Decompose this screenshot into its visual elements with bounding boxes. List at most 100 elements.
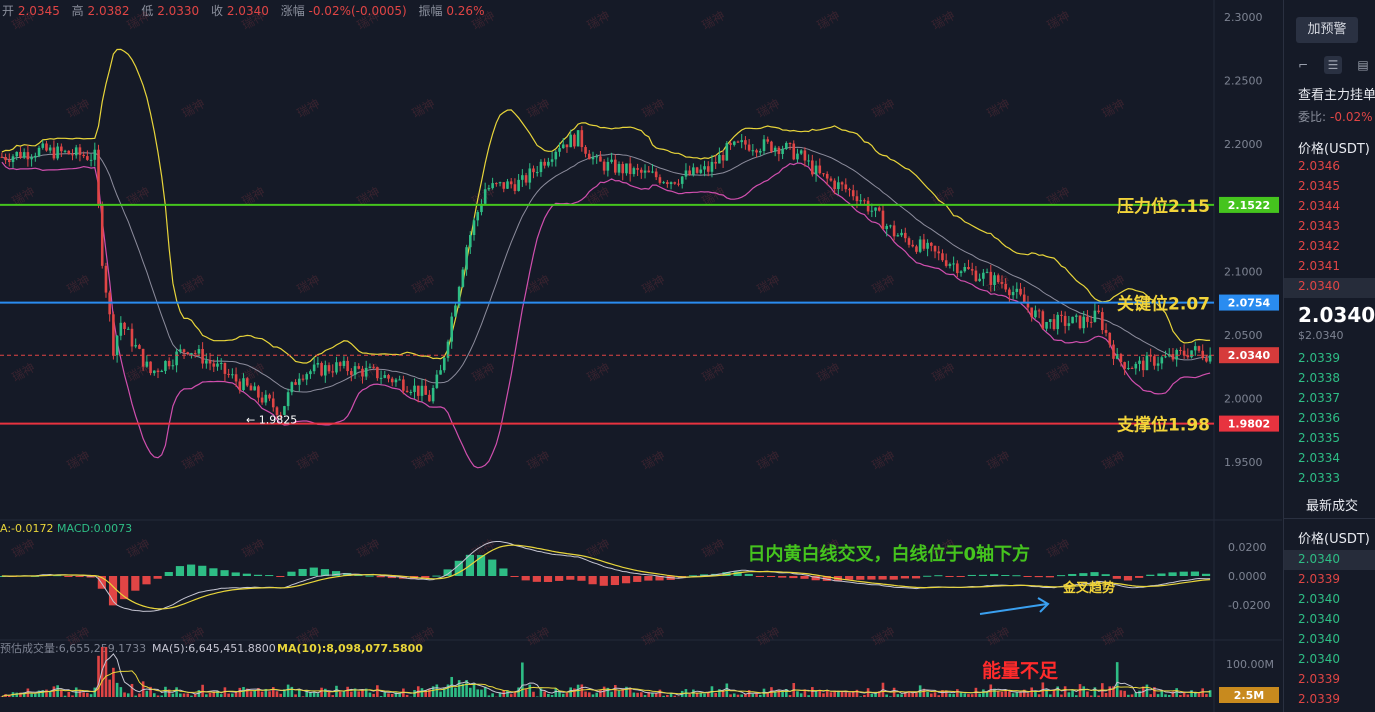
volume-bar — [521, 662, 524, 697]
macd-bar — [108, 576, 118, 606]
volume-bar — [513, 691, 517, 697]
watermark-text: 瑞神 — [985, 624, 1013, 648]
current-price-tag: 2.0340 — [1228, 349, 1271, 362]
candle-body — [37, 147, 41, 156]
ask-row[interactable]: 2.0341 — [1298, 259, 1340, 273]
watermark-text: 瑞神 — [180, 96, 208, 120]
volume-bar — [34, 693, 37, 697]
candle-body — [1182, 350, 1186, 356]
bid-row[interactable]: 2.0339 — [1298, 351, 1340, 365]
macd-bar — [1079, 573, 1088, 576]
candle-body — [978, 278, 981, 282]
add-alert-button[interactable]: 加预警 — [1296, 17, 1358, 43]
volume-bar — [108, 679, 111, 697]
candle-layer — [0, 125, 1212, 419]
kline-chart[interactable]: 2.30002.25002.20002.15002.10002.05002.00… — [0, 0, 1282, 712]
candle-body — [316, 363, 320, 365]
volume-bar — [1034, 690, 1037, 697]
orderbook-title[interactable]: 查看主力挂单 — [1298, 88, 1375, 103]
candle-body — [416, 385, 420, 396]
volume-bar — [736, 694, 740, 697]
ask-row[interactable]: 2.0343 — [1298, 219, 1340, 233]
volume-bar — [45, 689, 48, 697]
volume-bar — [1104, 692, 1108, 697]
candle-body — [442, 357, 446, 371]
ask-row[interactable]: 2.0340 — [1298, 279, 1340, 293]
volume-bar — [115, 682, 119, 697]
ask-row[interactable]: 2.0345 — [1298, 179, 1340, 193]
candle-body — [1156, 363, 1160, 366]
trade-row: 2.0339 — [1298, 692, 1340, 706]
watermark-text: 瑞神 — [525, 96, 553, 120]
candle-body — [1052, 319, 1056, 330]
watermark-text: 瑞神 — [180, 272, 208, 296]
bid-row[interactable]: 2.0333 — [1298, 471, 1340, 485]
volume-bar — [97, 655, 100, 697]
macd-bar — [1101, 574, 1110, 576]
amplitude-label: 振幅 — [418, 4, 443, 18]
volume-bar — [558, 690, 561, 697]
volume-bar — [643, 695, 647, 697]
candle-body — [521, 175, 524, 180]
bid-row[interactable]: 2.0334 — [1298, 451, 1340, 465]
candle-body — [985, 271, 989, 273]
candle-body — [19, 151, 22, 158]
candle-body — [1127, 368, 1130, 370]
watermark-text: 瑞神 — [125, 536, 153, 560]
volume-bar — [145, 690, 149, 697]
volume-bar — [1138, 690, 1141, 697]
candle-body — [1067, 323, 1071, 326]
volume-bar — [1000, 691, 1004, 697]
candle-body — [257, 386, 260, 398]
ask-row[interactable]: 2.0344 — [1298, 199, 1340, 213]
candle-body — [78, 147, 82, 155]
candle-body — [1019, 288, 1022, 295]
watermark-text: 瑞神 — [65, 96, 93, 120]
bid-row[interactable]: 2.0335 — [1298, 431, 1340, 445]
candle-body — [457, 286, 461, 306]
view-both-icon[interactable]: ☰ — [1324, 56, 1342, 74]
volume-bar — [729, 694, 732, 697]
candle-body — [877, 207, 881, 211]
candle-body — [1186, 355, 1190, 358]
bid-row[interactable]: 2.0337 — [1298, 391, 1340, 405]
bid-row[interactable]: 2.0336 — [1298, 411, 1340, 425]
recent-trades-title[interactable]: 最新成交 — [1306, 499, 1359, 514]
volume-bar — [1201, 688, 1205, 697]
macd-dea-line — [1, 544, 1211, 610]
candle-body — [933, 245, 937, 252]
macd-bar — [443, 569, 452, 576]
watermark-text: 瑞神 — [870, 272, 898, 296]
bid-row[interactable]: 2.0338 — [1298, 371, 1340, 385]
candle-body — [264, 394, 268, 403]
volume-bar — [535, 696, 539, 697]
volume-bar — [357, 691, 361, 697]
candle-body — [1190, 350, 1193, 358]
macd-bar — [1179, 571, 1188, 576]
volume-bar — [803, 689, 807, 697]
candle-body — [491, 183, 494, 189]
view-toggle-icon[interactable]: ⌐ — [1297, 58, 1309, 72]
volume-bar — [439, 691, 442, 697]
candle-body — [100, 203, 104, 266]
candle-body — [67, 150, 71, 155]
volume-bar — [706, 692, 710, 697]
candle-body — [309, 371, 312, 375]
candle-body — [1164, 356, 1167, 358]
candle-body — [86, 156, 89, 160]
candle-body — [561, 144, 565, 149]
candle-body — [792, 143, 796, 160]
candle-body — [543, 161, 546, 166]
orderbook-panel: 加预警 ⌐ ☰ ▤ 查看主力挂单 委比: -0.02% 价格(USDT) 2.03… — [1283, 0, 1375, 712]
candle-body — [825, 173, 829, 179]
view-bids-icon[interactable]: ▤ — [1357, 58, 1369, 72]
volume-tag: 2.5M — [1234, 689, 1264, 702]
volume-bar — [227, 693, 230, 697]
ask-row[interactable]: 2.0342 — [1298, 239, 1340, 253]
candle-body — [487, 188, 491, 190]
ask-row[interactable]: 2.0346 — [1298, 159, 1340, 173]
candle-body — [294, 382, 297, 385]
macd-bar — [242, 573, 251, 576]
candle-body — [1056, 314, 1060, 330]
open-value: 2.0345 — [17, 4, 60, 18]
